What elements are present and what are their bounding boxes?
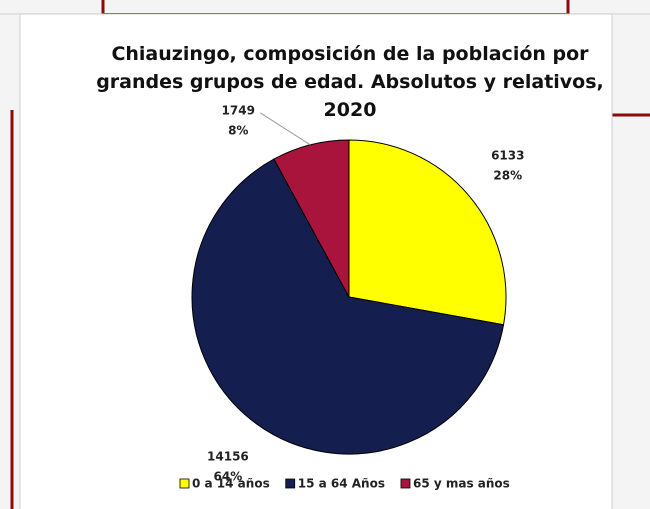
data-label: 1749 — [222, 103, 255, 117]
data-label: 8% — [228, 123, 248, 137]
leader-line — [259, 112, 311, 146]
pie: 6133 28% 14156 64% 1749 8% — [191, 103, 524, 483]
chart-title: Chiauzingo, composición de la población … — [96, 43, 604, 121]
legend-label: 0 a 14 años — [192, 477, 270, 491]
data-label: 64% — [214, 469, 243, 483]
data-label: 14156 — [207, 449, 249, 463]
legend-swatch — [400, 478, 411, 489]
pie-slice — [191, 158, 505, 455]
legend-label: 15 a 64 Años — [298, 477, 385, 491]
legend-swatch — [285, 478, 296, 489]
pie-slice — [348, 139, 507, 326]
legend: 0 a 14 años 15 a 64 Años 65 y mas años — [179, 477, 510, 491]
legend-label: 65 y mas años — [413, 477, 510, 491]
data-label: 6133 — [491, 149, 524, 163]
legend-swatch — [179, 478, 190, 489]
data-label: 28% — [493, 169, 522, 183]
